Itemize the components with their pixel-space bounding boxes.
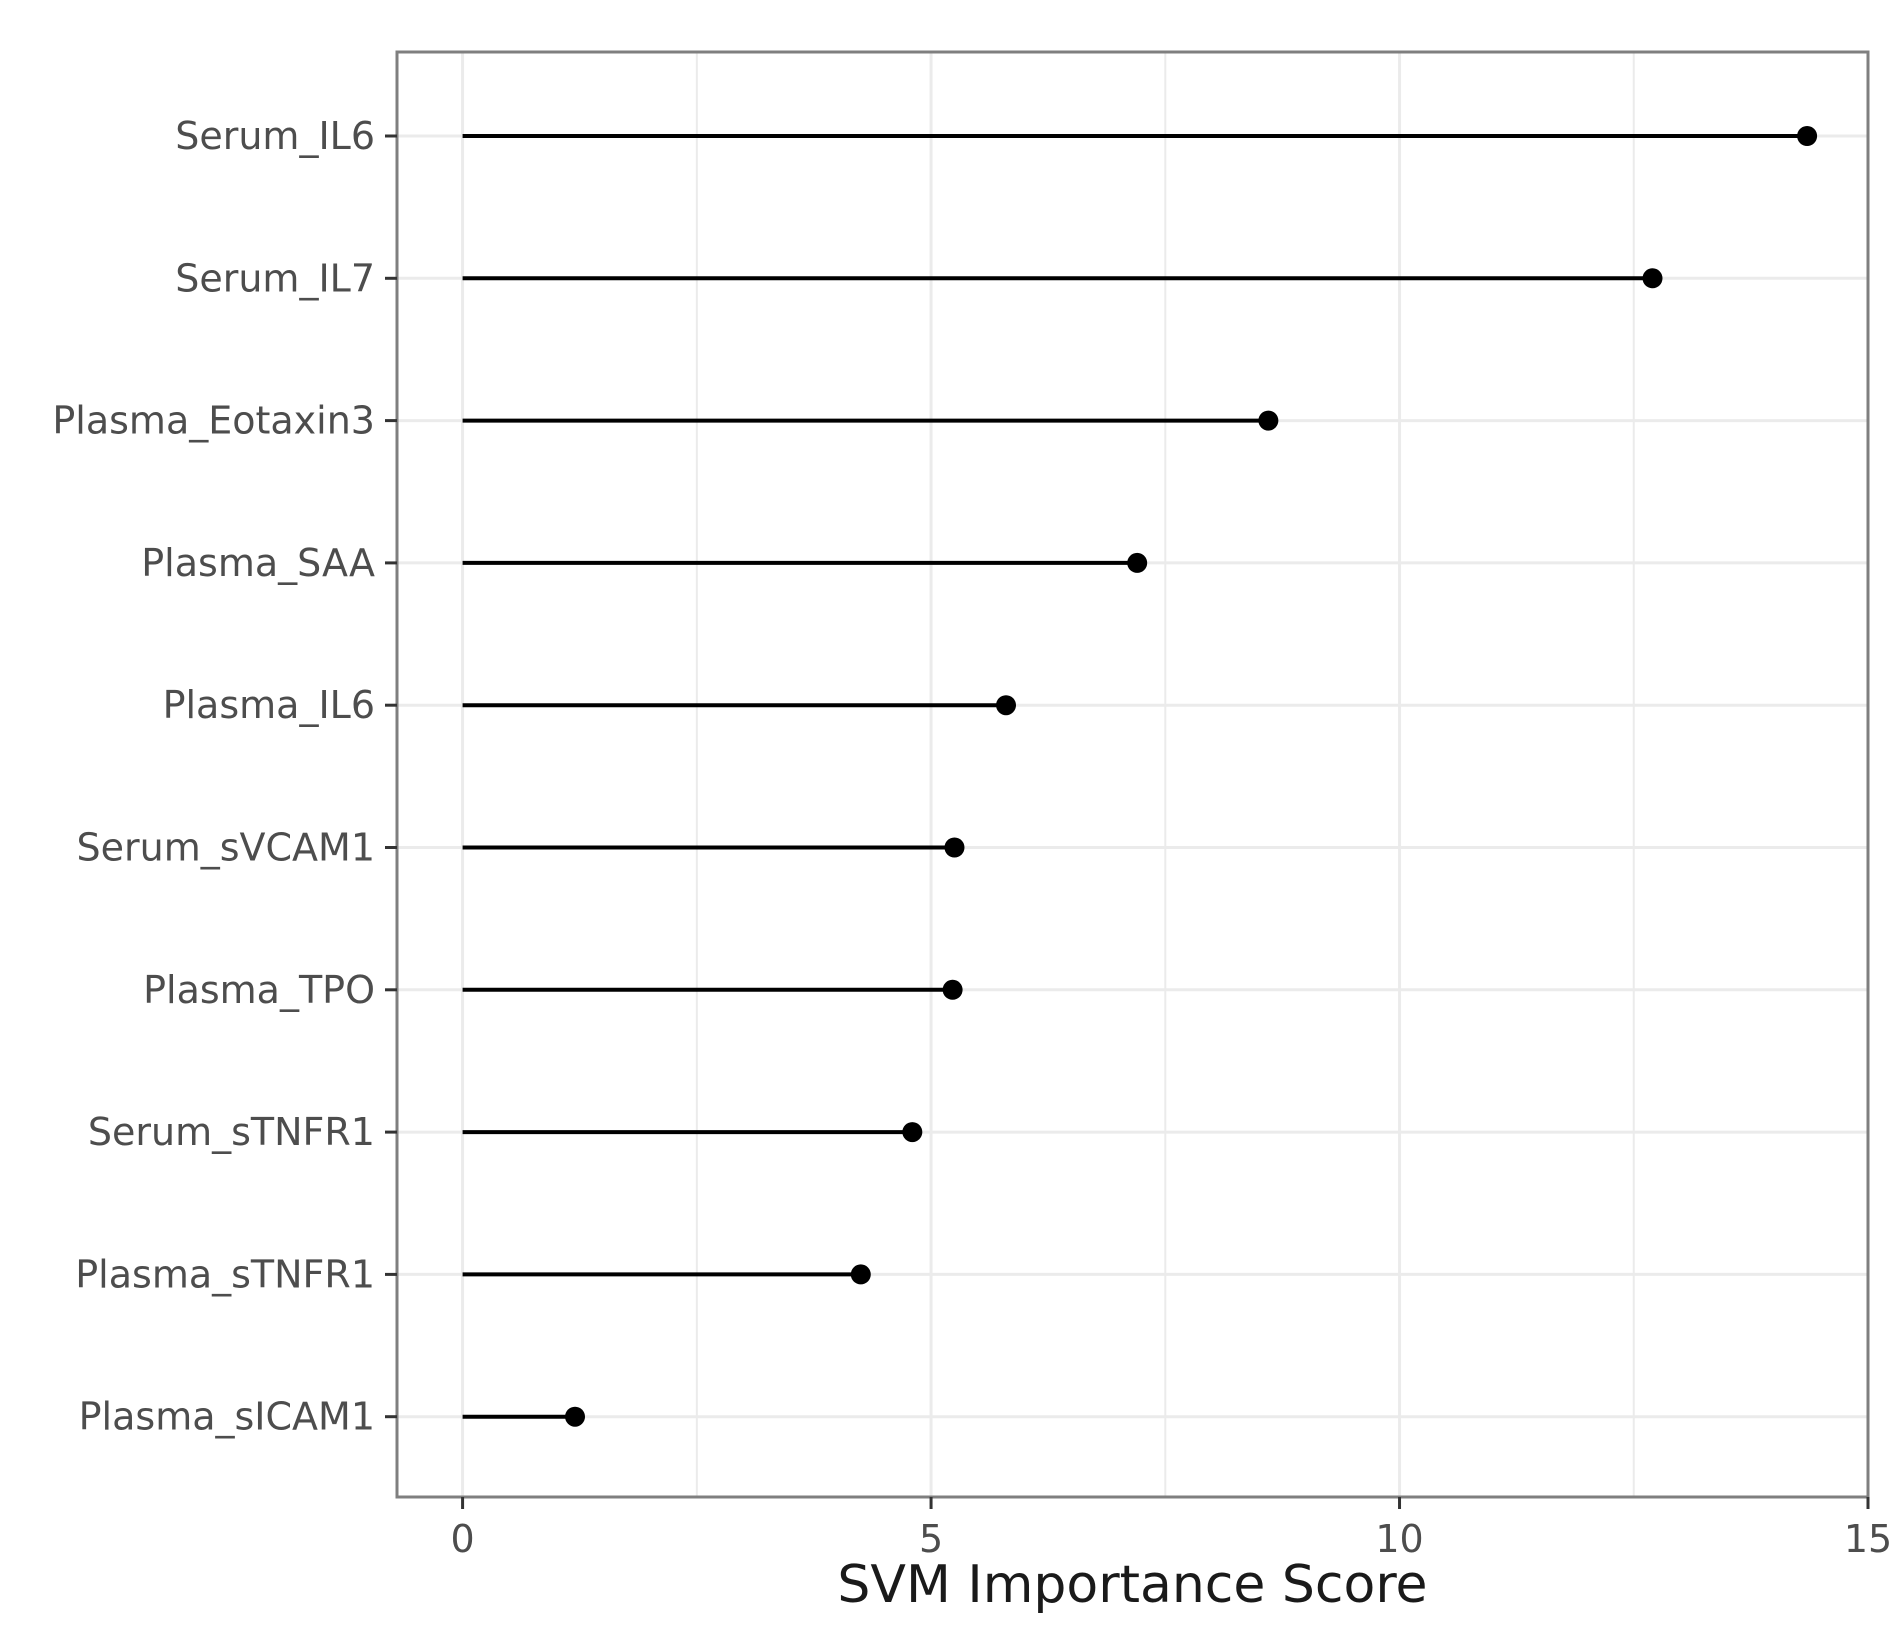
x-tick-label: 0 — [450, 1517, 474, 1561]
y-tick-label: Plasma_SAA — [141, 541, 375, 585]
lollipop-point — [565, 1406, 586, 1427]
y-tick-label: Serum_IL7 — [175, 256, 375, 300]
lollipop-point — [996, 695, 1017, 716]
y-tick-label: Plasma_sICAM1 — [79, 1395, 375, 1439]
y-tick-label: Plasma_sTNFR1 — [75, 1252, 375, 1296]
x-tick-label: 5 — [919, 1517, 943, 1561]
lollipop-point — [1258, 410, 1279, 431]
y-tick-label: Plasma_TPO — [143, 968, 375, 1012]
y-tick-label: Plasma_IL6 — [163, 683, 375, 727]
y-tick-label: Serum_IL6 — [175, 114, 375, 158]
lollipop-point — [942, 979, 963, 1000]
x-tick-label: 15 — [1844, 1517, 1892, 1561]
lollipop-point — [850, 1264, 871, 1285]
x-tick-label: 10 — [1375, 1517, 1423, 1561]
lollipop-point — [1642, 268, 1663, 289]
grid-layer — [397, 52, 1870, 1497]
y-tick-label: Plasma_Eotaxin3 — [52, 399, 375, 443]
y-tick-label: Serum_sVCAM1 — [76, 826, 375, 870]
lollipop-point — [944, 837, 965, 858]
panel-border — [395, 50, 1870, 1499]
y-tick-label: Serum_sTNFR1 — [88, 1110, 375, 1154]
x-axis-title: SVM Importance Score — [837, 1555, 1427, 1615]
lollipop-point — [1797, 126, 1818, 146]
axis-layer: Serum_IL6 Serum_IL7 Plasma_Eotaxin3 Plasma_… — [52, 114, 1892, 1561]
lollipop-point — [1127, 552, 1148, 573]
mark-layer — [462, 126, 1818, 1427]
lollipop-point — [902, 1122, 923, 1143]
